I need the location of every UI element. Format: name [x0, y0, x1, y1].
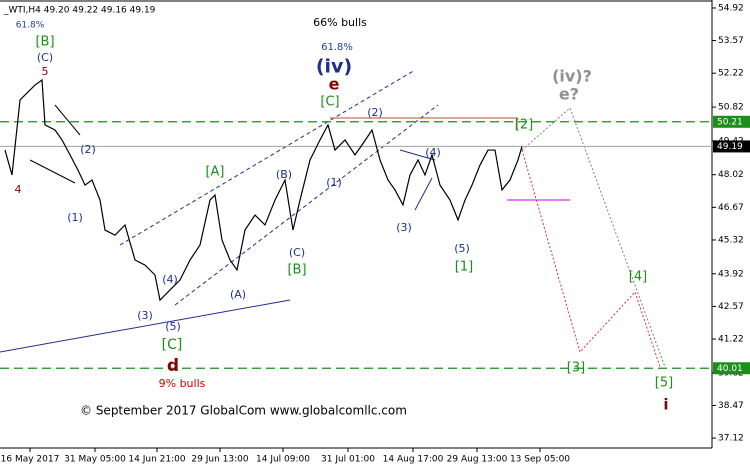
level-label: 50.21: [717, 117, 743, 127]
y-tick-label: 46.67: [718, 203, 744, 213]
y-tick-label: 38.47: [718, 401, 744, 411]
target-line: [330, 117, 518, 130]
level-label: 49.19: [717, 142, 743, 152]
wave-label: (C): [289, 246, 305, 259]
y-tick-label: 54.92: [718, 3, 744, 13]
y-tick-label: 45.32: [718, 235, 744, 245]
wave-label: (4): [425, 146, 441, 159]
x-tick-label: 29 Aug 13:00: [447, 455, 508, 465]
wedge-line: [54, 104, 81, 136]
wedge-line: [29, 159, 76, 184]
x-tick-label: 14 Jun 21:00: [128, 455, 185, 465]
wave-label: (2): [367, 106, 383, 119]
wave-label: e?: [559, 85, 579, 104]
wave-label: 61.8%: [16, 21, 45, 31]
wave-label: (1): [67, 211, 83, 224]
wave-label: 5: [42, 65, 49, 78]
forecast-path: [521, 149, 661, 368]
x-tick-label: 31 Jul 01:00: [321, 455, 375, 465]
wave-label: (5): [165, 320, 181, 333]
channel-line: [174, 104, 439, 306]
wave-label: [B]: [35, 35, 54, 50]
y-tick-label: 48.02: [718, 170, 744, 180]
wave-label: (iv)?: [552, 67, 592, 86]
wave-label: [C]: [320, 95, 339, 110]
wave-label: [1]: [455, 260, 473, 275]
wave-label: (1): [326, 176, 342, 189]
wave-label: (3): [137, 309, 153, 322]
level-label-box: [713, 362, 750, 375]
wave-label: e: [329, 75, 340, 94]
wave-label: (3): [396, 221, 412, 234]
wedge-line: [414, 177, 433, 211]
y-tick-label: 42.57: [718, 302, 744, 312]
y-tick-label: 41.22: [718, 335, 744, 345]
x-tick-label: 31 May 05:00: [64, 455, 126, 465]
price-line: [4, 78, 523, 302]
wave-label: (A): [230, 288, 246, 301]
wave-label: 4: [15, 183, 22, 196]
wave-label: (5): [454, 242, 470, 255]
wave-label: 66% bulls: [313, 16, 367, 29]
wave-label: [A]: [205, 165, 224, 180]
x-tick-label: 16 May 2017: [1, 455, 60, 465]
level-label: 40.01: [717, 364, 743, 374]
y-tick-label: 37.12: [718, 434, 744, 444]
y-tick-label: 53.57: [718, 36, 744, 46]
wave-label: i: [663, 396, 668, 414]
wave-label: [4]: [629, 270, 647, 285]
chart-header: _WTI,H4 49.20 49.22 49.16 49.19: [3, 6, 156, 16]
wave-label: [B]: [287, 263, 306, 278]
wave-label: 61.8%: [321, 42, 353, 53]
wedge-line: [399, 149, 436, 161]
wave-label: (C): [37, 51, 53, 64]
y-tick-label: 52.22: [718, 69, 744, 79]
x-tick-label: 14 Jul 09:00: [256, 455, 310, 465]
wave-label: (4): [162, 273, 178, 286]
x-tick-label: 13 Sep 05:00: [510, 455, 570, 465]
wave-label: 9% bulls: [159, 377, 206, 390]
copyright: © September 2017 GlobalCom www.globalcom…: [80, 404, 407, 418]
level-label-box: [713, 115, 750, 128]
wave-label: [3]: [567, 361, 585, 376]
x-tick-label: 29 Jun 13:00: [191, 455, 248, 465]
wave-label: (iv): [316, 56, 352, 78]
wave-label: (2): [80, 143, 96, 156]
y-tick-label: 43.92: [718, 269, 744, 279]
level-label-box: [713, 140, 750, 153]
wave-label: [C]: [162, 337, 183, 353]
wave-label: (B): [276, 168, 292, 181]
wave-label: [5]: [655, 376, 673, 391]
wave-label: [2]: [515, 118, 533, 133]
forecast-path: [521, 107, 666, 368]
x-tick-label: 14 Aug 17:00: [383, 455, 444, 465]
y-tick-label: 50.82: [718, 103, 744, 113]
wave-label: d: [167, 356, 179, 376]
channel-line: [119, 69, 416, 246]
trend-line: [0, 299, 291, 353]
